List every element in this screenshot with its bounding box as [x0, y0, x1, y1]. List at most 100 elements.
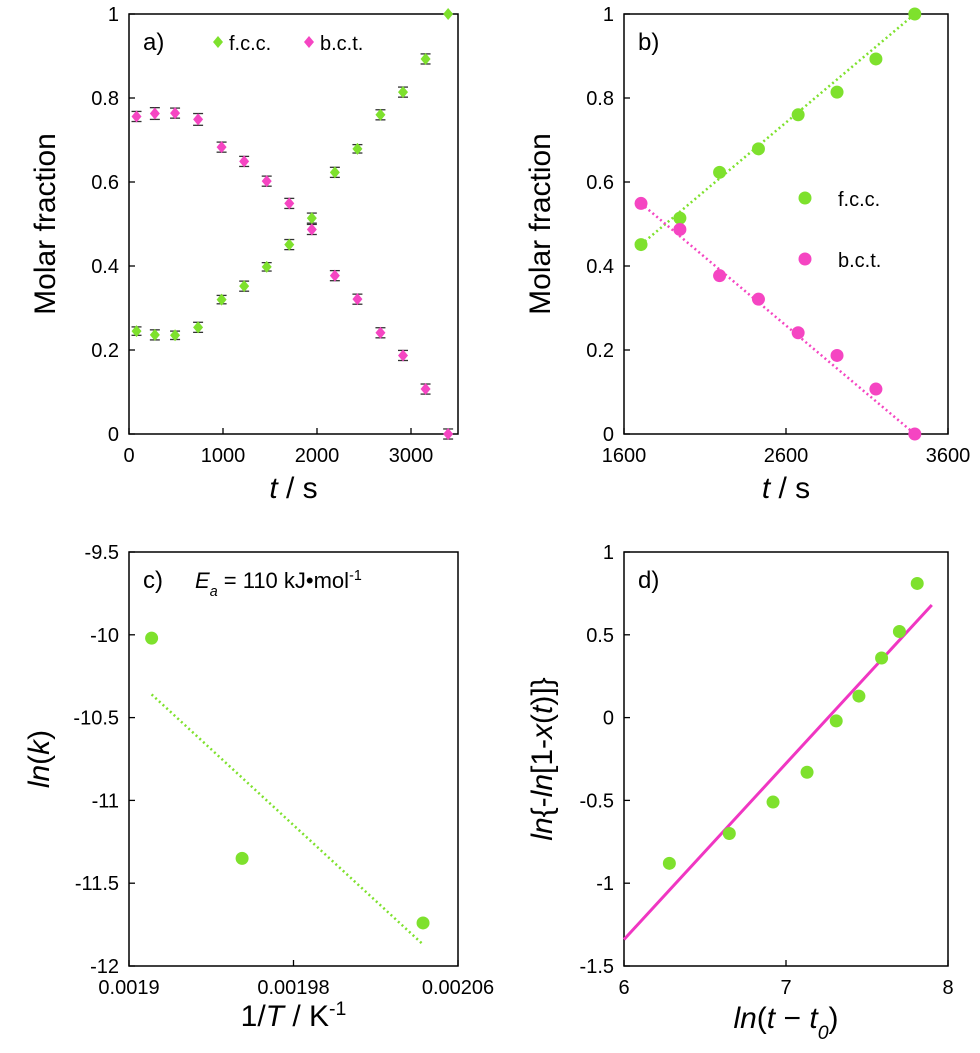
data-point [329, 166, 340, 179]
x-tick-label: 1000 [201, 445, 246, 467]
x-tick-label: 8 [942, 977, 953, 999]
data-point [830, 85, 844, 99]
plot-frame [128, 13, 459, 435]
data-point [673, 211, 687, 225]
data-point [145, 631, 159, 645]
y-tick-label: -10 [90, 625, 119, 647]
y-tick-label: -10.5 [73, 708, 119, 730]
data-point [875, 651, 889, 665]
x-tick-label: 0.00206 [422, 977, 494, 999]
legend-marker [304, 36, 314, 48]
y-tick-label: 0 [108, 424, 119, 446]
data-point [869, 52, 883, 66]
data-point [673, 222, 687, 236]
plot-frame [623, 13, 949, 435]
legend-marker [798, 191, 812, 205]
data-point [375, 326, 386, 339]
y-tick-label: 0.6 [91, 172, 119, 194]
data-point [791, 108, 805, 122]
y-axis-label: ln(k) [23, 730, 56, 788]
chart-panel-1: 0 1000 2000 3000 0 0.2 0.4 0.6 0.8 1 a) f.c.c. b.c.t… [29, 4, 459, 505]
panel-label: c) [143, 567, 163, 594]
panel-label: a) [143, 29, 164, 56]
x-tick-label: 3600 [926, 445, 971, 467]
plot-frame [623, 551, 949, 967]
x-axis-label: t / s [269, 472, 317, 505]
x-tick-label: 0.00198 [257, 977, 329, 999]
plot-frame [128, 551, 459, 967]
y-tick-label: 0 [603, 424, 614, 446]
y-tick-label: 1 [108, 4, 119, 26]
data-point [235, 851, 249, 865]
data-point [193, 321, 204, 334]
legend-marker [798, 252, 812, 266]
data-point [149, 107, 160, 120]
data-point [149, 328, 160, 341]
data-point [239, 280, 250, 293]
x-tick-label: 2600 [764, 445, 809, 467]
y-tick-label: 1 [603, 4, 614, 26]
data-point [284, 238, 295, 251]
y-tick-label: 0.5 [586, 625, 614, 647]
data-point [791, 326, 805, 340]
y-tick-label: -11 [92, 790, 119, 812]
data-point [443, 428, 454, 440]
data-point [170, 329, 181, 342]
x-axis-label: ln(t − t0) [733, 1002, 838, 1044]
data-point [398, 86, 409, 99]
data-point [722, 827, 736, 841]
legend-label: b.c.t. [320, 33, 363, 55]
y-tick-label: 0.8 [586, 88, 614, 110]
data-point [713, 165, 727, 179]
fit-line [150, 693, 424, 946]
data-point [398, 349, 409, 362]
y-tick-label: 0.2 [586, 340, 614, 362]
y-axis-label: Molar fraction [524, 133, 557, 315]
y-tick-label: 0.8 [91, 88, 119, 110]
x-axis-label: 1/T / K-1 [241, 998, 347, 1033]
activation-energy-annotation: Ea = 110 kJ•mol-1 [195, 568, 362, 600]
fit-line [640, 202, 916, 435]
data-point [131, 110, 142, 123]
data-point [852, 689, 866, 703]
y-tick-label: 1 [603, 542, 614, 564]
chart-panel-4: 6 7 8 -1.5 -1 -0.5 0 0.5 1 d) ln(t − t0) ln{-ln[1-x… [526, 542, 954, 1044]
x-tick-label: 3000 [389, 445, 434, 467]
data-point [170, 107, 181, 120]
data-point [908, 427, 922, 441]
x-tick-label: 6 [618, 977, 629, 999]
data-point [420, 383, 431, 396]
y-tick-label: 0.4 [586, 256, 614, 278]
data-point [261, 175, 272, 188]
data-point [306, 212, 317, 225]
data-point [908, 7, 922, 21]
data-point [420, 52, 431, 65]
y-tick-label: -1 [596, 873, 614, 895]
data-point [892, 624, 906, 638]
data-point [713, 269, 727, 283]
y-axis-label: Molar fraction [29, 133, 62, 315]
data-point [829, 714, 843, 728]
x-tick-label: 0 [123, 445, 134, 467]
data-point [352, 142, 363, 155]
legend-label: f.c.c. [838, 189, 880, 211]
y-tick-label: 0.2 [91, 340, 119, 362]
data-point [869, 382, 883, 396]
legend-marker [213, 36, 223, 48]
data-point [239, 155, 250, 168]
data-point [662, 856, 676, 870]
y-tick-label: -1.5 [580, 956, 614, 978]
legend-label: f.c.c. [229, 33, 271, 55]
data-point [910, 576, 924, 590]
data-point [193, 113, 204, 126]
chart-panel-3: 0.0019 0.00198 0.00206 -12 -11.5 -11 -10.5 -10 -… [23, 542, 494, 1033]
data-point [261, 260, 272, 273]
y-tick-label: -11.5 [75, 873, 119, 895]
data-point [306, 223, 317, 236]
y-tick-label: 0.6 [586, 172, 614, 194]
data-point [216, 141, 227, 154]
data-point [751, 142, 765, 156]
x-tick-label: 2000 [295, 445, 340, 467]
data-point [800, 765, 814, 779]
